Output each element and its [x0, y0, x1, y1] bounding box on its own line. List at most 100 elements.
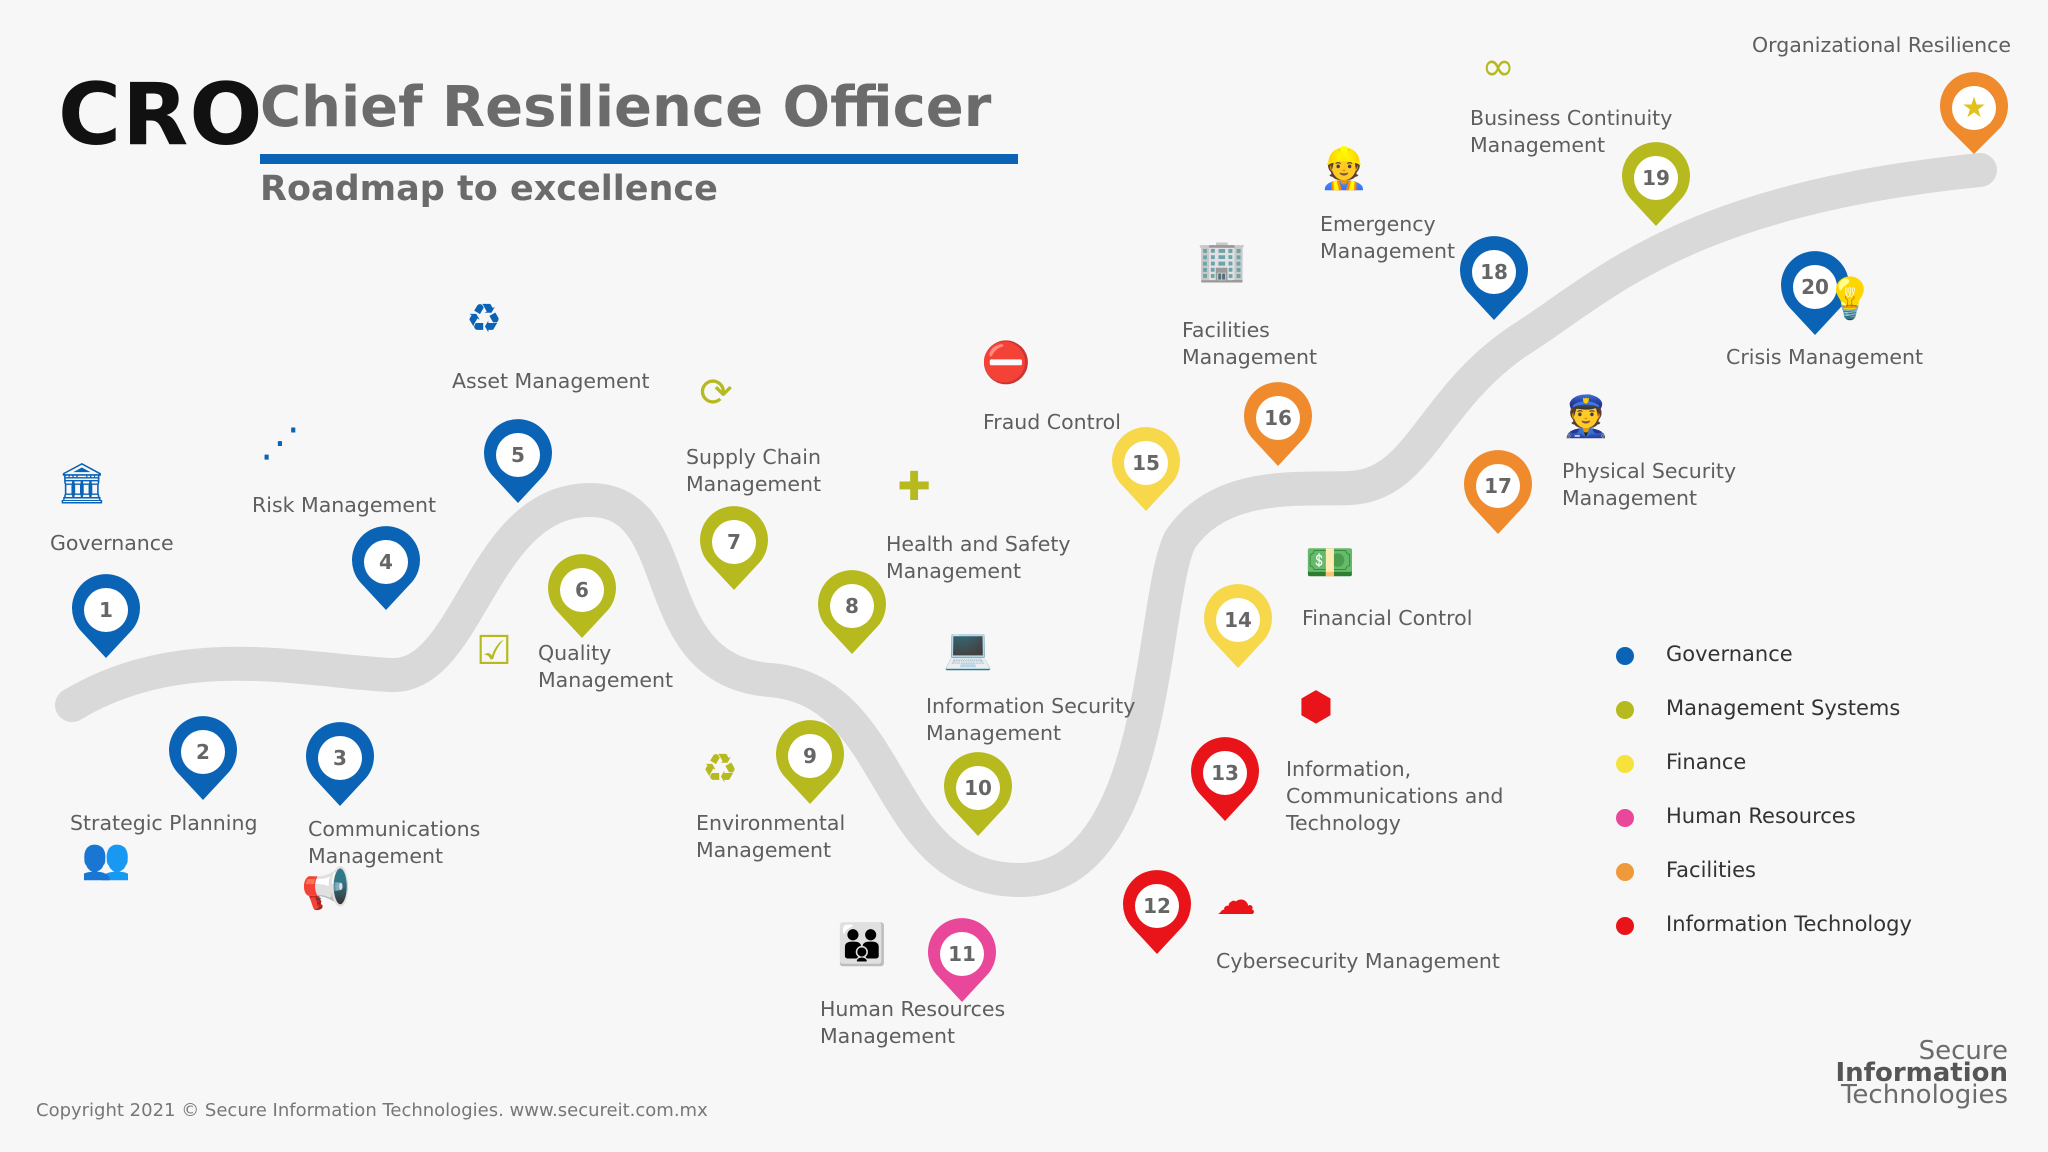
legend-label: Facilities: [1666, 858, 1756, 882]
pin-number: 16: [1264, 406, 1292, 430]
legend-dot: [1616, 755, 1634, 773]
pin-number: 7: [727, 530, 741, 554]
recycle-leaf-icon: ♻: [702, 746, 738, 792]
security-guard-icon: 👮: [1561, 392, 1611, 440]
helmet-worker-icon: 👷: [1319, 145, 1369, 192]
pin-number: 18: [1480, 260, 1508, 284]
cubes-network-icon: ⬢: [1299, 684, 1334, 730]
stage-pin-5: 5: [484, 419, 552, 503]
pin-inner-circle: [956, 766, 1000, 810]
stage-label-asset: Asset Management: [452, 369, 650, 393]
team-group-icon: 👥: [81, 836, 131, 882]
stage-label-business-continuity: Business Continuity Management: [1470, 106, 1673, 157]
pin-inner-circle: [318, 736, 362, 780]
bank-building-icon: 🏛: [57, 461, 108, 507]
stage-label-environmental: Environmental Management: [696, 811, 846, 862]
legend-item: Facilities: [1616, 858, 1936, 888]
pin-number: 4: [379, 550, 393, 574]
infinity-icon: ∞: [1481, 44, 1514, 90]
stage-pin-3: 3: [306, 722, 375, 806]
pin-inner-circle: [84, 588, 128, 632]
stage-pin-6: 6: [548, 554, 617, 638]
legend-dot: [1616, 917, 1634, 935]
head-lightbulb-icon: 💡: [1825, 275, 1875, 322]
stage-pin-14: 14: [1204, 584, 1273, 668]
pin-number: 9: [803, 744, 817, 768]
pin-number: 19: [1642, 166, 1670, 190]
circular-flow-icon: ⟳: [699, 370, 733, 416]
stage-pin-2: 2: [169, 716, 237, 800]
megaphone-person-icon: 📢: [301, 865, 351, 912]
star-goal-icon: ★: [1939, 72, 2009, 154]
stage-pin-7: 7: [700, 506, 768, 590]
stage-pin-11: 11: [927, 918, 996, 1002]
pin-number: 8: [845, 594, 859, 618]
stage-pin-20: 20: [1781, 251, 1849, 335]
brand-line-1: Secure: [1918, 1036, 2008, 1066]
stage-label-information-security: Information Security Management: [926, 694, 1136, 745]
pin-inner-circle: [1203, 751, 1247, 795]
pin-inner-circle: [1135, 884, 1179, 928]
roadmap-road: [55, 153, 1997, 898]
pin-number: 6: [575, 578, 589, 602]
pin-inner-circle: [1256, 396, 1300, 440]
stage-label-risk: Risk Management: [252, 493, 437, 517]
pin-number: 2: [196, 740, 210, 764]
legend-label: Finance: [1666, 750, 1747, 774]
stage-label-health-safety: Health and Safety Management: [886, 532, 1071, 583]
no-thief-icon: ⛔: [981, 339, 1031, 386]
pin-inner-circle: [496, 433, 540, 477]
stage-label-cybersecurity: Cybersecurity Management: [1216, 949, 1500, 973]
stage-pin-10: 10: [944, 752, 1013, 836]
stage-label-human-resources: Human Resources Management: [820, 997, 1006, 1048]
cycle-box-icon: ♻: [466, 296, 502, 342]
pin-number: 10: [964, 776, 992, 800]
pin-number: 20: [1801, 275, 1829, 299]
legend-label: Management Systems: [1666, 696, 1901, 720]
stage-pin-12: 12: [1123, 870, 1191, 954]
stage-label-strategic-planning: Strategic Planning: [70, 811, 258, 835]
pin-inner-circle: [940, 932, 984, 976]
stage-label-supply-chain: Supply Chain Management: [686, 445, 822, 496]
pin-number: 3: [333, 746, 347, 770]
pin-inner-circle: [364, 540, 408, 584]
stage-pin-16: 16: [1244, 382, 1312, 466]
buildings-icon: 🏢: [1197, 238, 1247, 284]
stage-label-fraud-control: Fraud Control: [983, 410, 1121, 434]
legend-label: Information Technology: [1666, 912, 1912, 936]
legend-item: Finance: [1616, 750, 1936, 780]
stage-label-physical-security: Physical Security Management: [1562, 459, 1737, 510]
plus-cross-icon: ✚: [897, 464, 931, 510]
copyright-footer: Copyright 2021 © Secure Information Tech…: [36, 1100, 708, 1121]
brand-line-2: Information: [1835, 1058, 2008, 1088]
pin-number: 11: [948, 942, 976, 966]
stage-pin-18: 18: [1460, 236, 1528, 320]
pin-inner-circle: [1124, 441, 1168, 485]
legend-label: Human Resources: [1666, 804, 1856, 828]
pin-number: 14: [1224, 608, 1252, 632]
page-subtitle: Roadmap to excellence: [260, 169, 718, 209]
goal-label: Organizational Resilience: [1752, 33, 2012, 57]
legend-dot: [1616, 809, 1634, 827]
cash-bills-icon: 💵: [1305, 540, 1355, 586]
pin-number: 15: [1132, 451, 1160, 475]
stage-pin-13: 13: [1191, 737, 1260, 821]
pin-inner-circle: [1634, 156, 1678, 200]
pin-inner-circle: [1476, 464, 1520, 508]
pin-inner-circle: [1216, 598, 1260, 642]
stage-pin-19: 19: [1622, 142, 1690, 226]
stage-pin-1: 1: [72, 574, 140, 658]
network-cloud-icon: ☁: [1216, 878, 1256, 924]
stage-pin-9: 9: [776, 720, 844, 804]
pin-inner-circle: [712, 520, 756, 564]
stacked-boxes-check-icon: ☑: [476, 628, 512, 674]
pin-number: 12: [1143, 894, 1171, 918]
acronym-title: CRO: [58, 65, 264, 165]
pin-inner-circle: [1472, 250, 1516, 294]
title-underline: [260, 154, 1018, 164]
pin-number: 17: [1484, 474, 1512, 498]
svg-text:★: ★: [1961, 91, 1986, 124]
legend-dot: [1616, 701, 1634, 719]
stage-label-quality: Quality Management: [538, 641, 674, 692]
